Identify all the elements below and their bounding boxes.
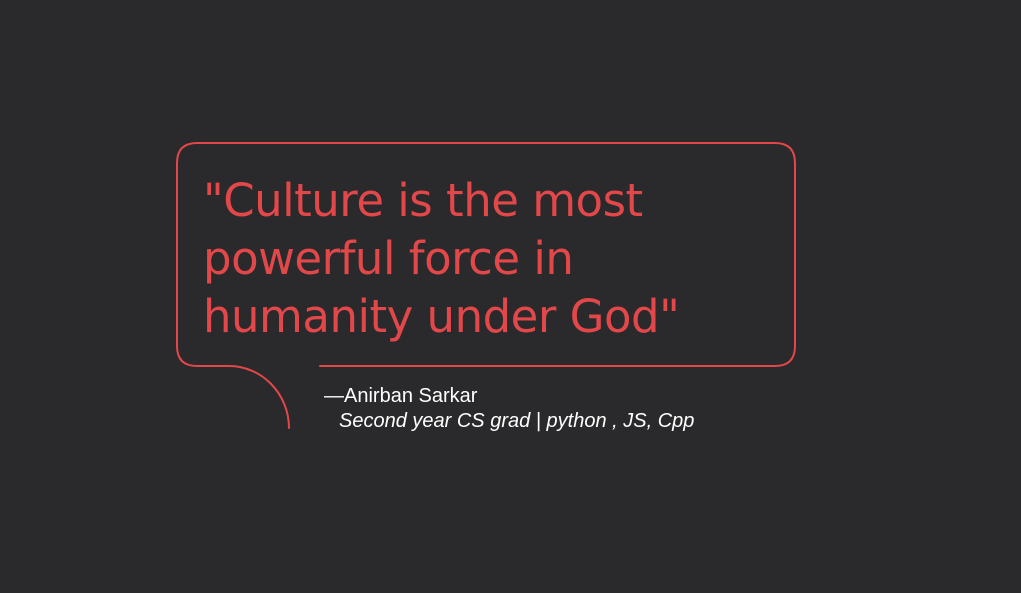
quote-text: "Culture is the most powerful force in h… [203,174,680,343]
author-bio: Second year CS grad | python , JS, Cpp [339,410,695,432]
quote-author: —Anirban Sarkar [324,385,478,407]
